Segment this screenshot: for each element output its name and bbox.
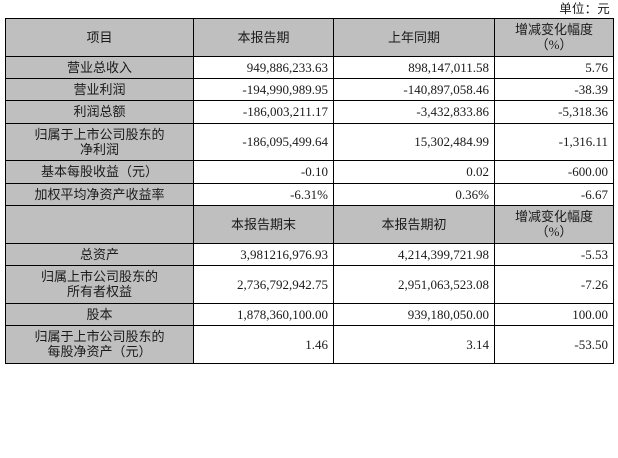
- row-value-change: -53.50: [494, 324, 614, 364]
- row-value-current: 2,736,792,942.75: [193, 264, 334, 304]
- row-value-current: -186,003,211.17: [193, 100, 334, 124]
- table-row: 营业利润 -194,990,989.95 -140,897,058.46 -38…: [5, 77, 614, 102]
- row-value-previous: -3,432,833.86: [333, 100, 495, 124]
- row-label: 总资产: [5, 242, 194, 266]
- section1-header-row: 项目 本报告期 上年同期 增减变化幅度 （%）: [5, 18, 614, 57]
- table-row: 加权平均净资产收益率 -6.31% 0.36% -6.67: [5, 182, 614, 206]
- header-change-line2: （%）: [535, 37, 573, 53]
- row-value-previous: 0.02: [333, 160, 495, 184]
- row-value-current: 1.46: [193, 324, 334, 364]
- row-label: 营业利润: [5, 77, 194, 102]
- unit-label: 单位：元: [559, 2, 610, 16]
- row-label-line2: 净利润: [79, 141, 119, 157]
- table-row: 利润总额 -186,003,211.17 -3,432,833.86 -5,31…: [5, 100, 614, 124]
- row-value-current: 1,878,360,100.00: [193, 302, 334, 326]
- table-row: 归属于上市公司股东的 每股净资产（元） 1.46 3.14 -53.50: [5, 324, 614, 364]
- row-value-change: -5,318.36: [494, 100, 614, 124]
- header-cell-current-period: 本报告期: [193, 18, 334, 57]
- row-label: 归属于上市公司股东的 每股净资产（元）: [5, 324, 194, 364]
- row-label: 归属上市公司股东的 所有者权益: [5, 264, 194, 304]
- table-row: 归属于上市公司股东的 净利润 -186,095,499.64 15,302,48…: [5, 122, 614, 162]
- row-label-line1: 基本每股收益（元）: [40, 164, 158, 180]
- header-change-line1: 增减变化幅度: [514, 208, 593, 224]
- row-value-current: 3,981216,976.93: [193, 242, 334, 266]
- row-label: 营业总收入: [5, 55, 194, 79]
- header-change-line1: 增减变化幅度: [514, 22, 593, 37]
- row-value-previous: 898,147,011.58: [333, 55, 495, 79]
- row-value-change: -1,316.11: [494, 122, 614, 162]
- table-row: 股本 1,878,360,100.00 939,180,050.00 100.0…: [5, 302, 614, 326]
- financial-summary-table: 项目 本报告期 上年同期 增减变化幅度 （%） 营业总收入 949,886,23…: [5, 18, 614, 364]
- row-value-current: -186,095,499.64: [193, 122, 334, 162]
- header-change-line2: （%）: [535, 224, 573, 240]
- row-value-previous: -140,897,058.46: [333, 77, 495, 102]
- row-value-change: -600.00: [494, 160, 614, 184]
- row-label-line2: 所有者权益: [66, 284, 132, 300]
- row-label-line1: 归属于上市公司股东的: [34, 328, 165, 344]
- row-label: 基本每股收益（元）: [5, 160, 194, 184]
- row-value-current: -194,990,989.95: [193, 77, 334, 102]
- header-cell-change-rate: 增减变化幅度 （%）: [494, 18, 614, 57]
- row-label-line1: 归属上市公司股东的: [40, 268, 158, 284]
- row-value-previous: 15,302,484.99: [333, 122, 495, 162]
- row-label-line1: 营业利润: [73, 81, 126, 97]
- row-label-line1: 总资产: [79, 246, 119, 262]
- row-label-line2: 每股净资产（元）: [47, 344, 152, 360]
- row-value-previous: 2,951,063,523.08: [333, 264, 495, 304]
- row-label: 加权平均净资产收益率: [5, 182, 194, 206]
- row-value-change: -5.53: [494, 242, 614, 266]
- section2-header-row: 本报告期末 本报告期初 增减变化幅度 （%）: [5, 204, 614, 244]
- table-row: 归属上市公司股东的 所有者权益 2,736,792,942.75 2,951,0…: [5, 264, 614, 304]
- row-value-change: 100.00: [494, 302, 614, 326]
- header-cell-previous-period: 上年同期: [333, 18, 495, 57]
- row-value-current: -0.10: [193, 160, 334, 184]
- row-label-line1: 归属于上市公司股东的: [34, 126, 165, 142]
- row-value-change: -6.67: [494, 182, 614, 206]
- row-value-previous: 4,214,399,721.98: [333, 242, 495, 266]
- row-value-change: 5.76: [494, 55, 614, 79]
- header-cell-item: 项目: [5, 18, 194, 57]
- header-cell-period-end: 本报告期末: [193, 204, 334, 244]
- header-cell-blank: [5, 204, 194, 244]
- row-label-line1: 股本: [86, 306, 113, 322]
- row-value-change: -38.39: [494, 77, 614, 102]
- table-body: 项目 本报告期 上年同期 增减变化幅度 （%） 营业总收入 949,886,23…: [5, 18, 614, 364]
- row-label-line1: 加权平均净资产收益率: [34, 186, 165, 202]
- row-value-previous: 939,180,050.00: [333, 302, 495, 326]
- row-label: 股本: [5, 302, 194, 326]
- row-value-change: -7.26: [494, 264, 614, 304]
- table-row: 总资产 3,981216,976.93 4,214,399,721.98 -5.…: [5, 242, 614, 266]
- row-label-line1: 营业总收入: [66, 59, 132, 75]
- table-row: 营业总收入 949,886,233.63 898,147,011.58 5.76: [5, 55, 614, 79]
- header-cell-period-start: 本报告期初: [333, 204, 495, 244]
- row-value-current: 949,886,233.63: [193, 55, 334, 79]
- header-cell-change-rate: 增减变化幅度 （%）: [494, 204, 614, 244]
- row-label-line1: 利润总额: [73, 104, 126, 120]
- table-row: 基本每股收益（元） -0.10 0.02 -600.00: [5, 160, 614, 184]
- row-label: 归属于上市公司股东的 净利润: [5, 122, 194, 162]
- row-value-current: -6.31%: [193, 182, 334, 206]
- row-value-previous: 0.36%: [333, 182, 495, 206]
- row-label: 利润总额: [5, 100, 194, 124]
- row-value-previous: 3.14: [333, 324, 495, 364]
